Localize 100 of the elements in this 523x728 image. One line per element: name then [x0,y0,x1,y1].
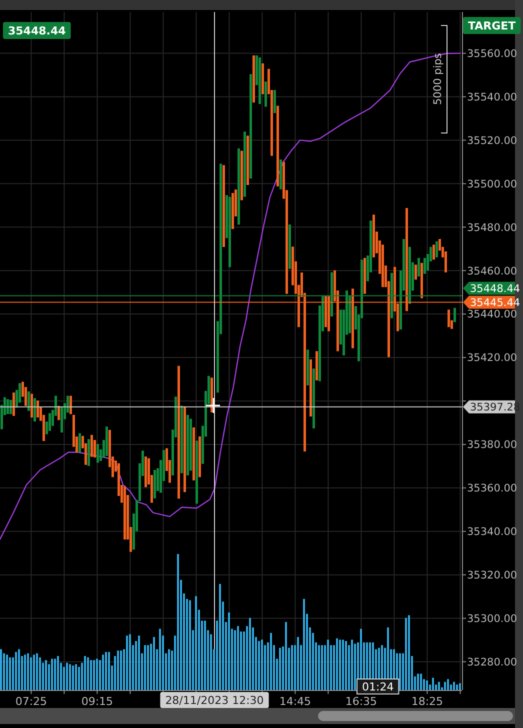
bar [51,658,53,690]
bar [318,645,320,690]
bar [90,660,92,690]
bar [354,644,356,690]
bar [228,612,230,690]
y-tick-label: 35280.00 [467,656,518,668]
bar [279,648,281,690]
y-tick-label: 35500.00 [467,178,518,190]
bar [234,630,236,690]
bar [189,600,191,690]
bar [108,652,110,690]
bar [291,645,293,690]
bar [438,682,440,690]
bar [408,615,410,690]
x-tick-label: 18:25 [411,695,444,708]
bar [54,658,56,690]
bar [93,660,95,690]
bar [9,657,11,690]
ref-line-label: 28/11/2023 12:30 [165,694,264,707]
bar [75,664,77,690]
x-tick-label: 09:15 [81,695,114,708]
bar [27,653,29,690]
bar [177,554,179,690]
bar [45,660,47,690]
y-tick-label: 35480.00 [467,222,518,234]
annotation: 35448.44 [8,24,66,38]
bar [6,654,8,690]
bar [87,657,89,690]
bar [105,652,107,690]
bar [78,666,80,690]
bar [69,664,71,690]
bar [168,649,170,690]
bar [303,598,305,690]
y-tick-label: 35300.00 [467,612,518,625]
bar [258,641,260,690]
y-tick-label: 35420.00 [467,352,518,364]
bar [351,640,353,690]
bar [57,656,59,690]
bar [432,678,434,690]
bar [138,636,140,690]
bar [147,645,149,690]
bar [417,674,419,690]
bar [444,682,446,690]
x-tick-label: 14:45 [279,695,312,708]
price-box: 35448.44 [3,22,71,39]
bar [0,649,2,690]
x-tick-label: 16:35 [345,695,378,708]
countdown-box: 01:24 [356,678,400,694]
bar [144,645,146,690]
bar [129,634,131,690]
bar [36,653,38,690]
bar [270,632,272,690]
y-tick-label: 35380.00 [467,439,518,452]
bar [24,654,26,690]
y-tick-label: 35560.00 [467,48,518,60]
bar [30,657,32,690]
bar [15,652,17,690]
bar [72,666,74,690]
bar [102,654,104,690]
bar [63,666,65,690]
annotation: 01:24 [362,680,394,694]
bar [195,596,197,690]
bar [204,620,206,690]
bar [339,640,341,690]
bar [345,641,347,690]
bar [39,657,41,690]
bar [153,636,155,690]
bar [297,636,299,690]
bar [96,658,98,690]
bar [33,654,35,690]
bar [117,650,119,690]
bar [459,683,461,690]
bar [420,674,422,690]
bar [453,682,455,690]
y-tick-label: 35540.00 [467,91,518,104]
bar [399,653,401,690]
bar [447,679,449,690]
bar [261,640,263,690]
y-tick-label: 35440.00 [467,308,518,321]
bar [66,662,68,690]
annotation: 5000 pips [432,53,444,105]
bar [210,634,212,690]
bar [237,626,239,690]
bar [456,684,458,690]
y-tick-label: 35360.00 [467,482,518,495]
bar [219,584,221,690]
bar [342,640,344,690]
ref-line-label: 35448.44 [470,282,520,295]
bar [84,656,86,690]
bar [159,628,161,690]
y-tick-label: 35320.00 [467,570,518,582]
y-tick-label: 35460.00 [467,265,518,278]
bar [327,640,329,690]
bar [120,650,122,690]
bar [18,649,20,690]
y-tick-label: 35520.00 [467,134,518,147]
bar [3,653,5,690]
bar [426,680,428,690]
bar [321,645,323,690]
target-button: TARGET [463,17,521,34]
